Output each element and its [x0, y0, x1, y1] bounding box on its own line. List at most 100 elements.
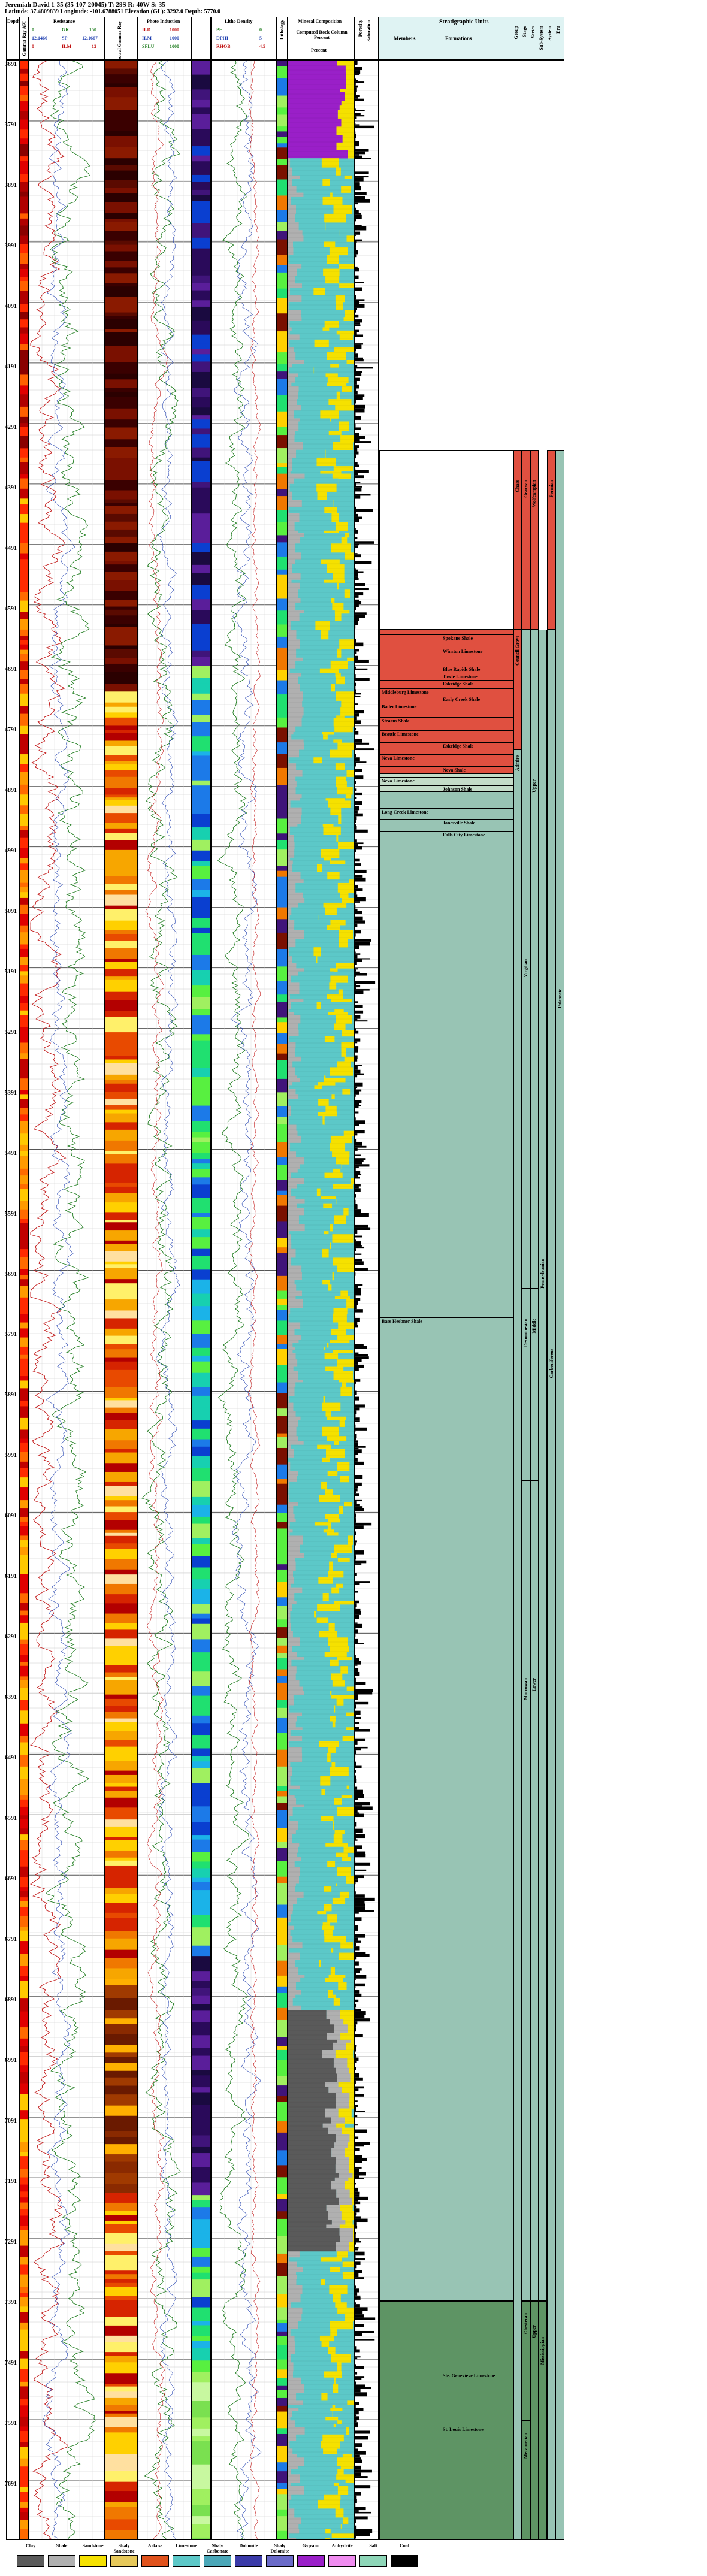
color-band: [192, 1861, 210, 1869]
system-cell: [547, 630, 555, 2539]
color-band: [105, 658, 137, 664]
color-band: [277, 2049, 287, 2061]
color-band: [277, 2150, 287, 2166]
color-band: [20, 2202, 28, 2209]
color-band: [20, 1366, 28, 1377]
formation-boundary: [379, 730, 513, 731]
color-band: [20, 826, 28, 830]
color-band: [20, 1680, 28, 1689]
color-band: [105, 332, 137, 335]
color-band: [20, 1700, 28, 1711]
legend-item: Anhydrite: [328, 2543, 356, 2568]
color-band: [192, 2153, 210, 2168]
color-band: [20, 2487, 28, 2493]
color-band: [20, 1866, 28, 1878]
depth-tick-label: 5191: [5, 968, 17, 975]
color-band: [192, 2341, 210, 2349]
color-band: [192, 419, 210, 429]
color-band: [20, 440, 28, 449]
color-band: [20, 2274, 28, 2287]
color-band: [20, 1795, 28, 1800]
color-band: [20, 2177, 28, 2185]
color-band: [105, 840, 137, 851]
color-band: [277, 2019, 287, 2037]
color-band: [192, 693, 210, 700]
color-band: [105, 2070, 137, 2078]
color-band: [192, 2108, 210, 2122]
color-band: [277, 2489, 287, 2495]
color-band: [192, 1015, 210, 1027]
color-band: [192, 1877, 210, 1882]
color-band: [277, 496, 287, 511]
color-band: [192, 1040, 210, 1045]
porosity-track: [355, 60, 379, 2540]
color-band: [277, 1437, 287, 1449]
color-band: [277, 239, 287, 256]
color-band: [20, 2369, 28, 2383]
color-band: [277, 717, 287, 728]
color-band: [20, 805, 28, 814]
dphi-max: 5: [259, 35, 262, 41]
color-band: [192, 1715, 210, 1724]
depth-tick-label: 4291: [5, 424, 17, 431]
color-band: [20, 1388, 28, 1402]
color-band: [277, 2530, 287, 2539]
color-band: [277, 343, 287, 353]
color-band: [105, 1623, 137, 1630]
color-band: [105, 1532, 137, 1537]
color-band: [105, 312, 137, 316]
color-band: [20, 488, 28, 499]
lithology-header: Lithology: [277, 17, 288, 60]
legend-item: Shaly Dolomite: [266, 2543, 294, 2568]
color-band: [105, 1529, 137, 1534]
color-band: [277, 352, 287, 364]
depth-tick-label: 5491: [5, 1150, 17, 1157]
color-band: [192, 482, 210, 488]
color-band: [192, 201, 210, 209]
color-band: [105, 2052, 137, 2057]
color-band: [105, 2325, 137, 2336]
color-band: [277, 754, 287, 769]
color-band: [192, 61, 210, 75]
well-title: Jeremiah David 1-35 (35-107-20045) T: 29…: [5, 1, 165, 8]
color-band: [20, 1438, 28, 1443]
color-band: [192, 879, 210, 891]
color-band: [105, 2362, 137, 2374]
color-band: [20, 1930, 28, 1942]
color-band: [105, 1413, 137, 1421]
color-band: [105, 513, 137, 522]
color-band: [192, 1279, 210, 1295]
color-band: [277, 1975, 287, 1987]
color-band: [105, 1680, 137, 1683]
color-band: [277, 95, 287, 108]
color-band: [192, 2417, 210, 2429]
color-band: [192, 2406, 210, 2418]
color-band: [20, 619, 28, 630]
color-band: [105, 609, 137, 616]
color-band: [192, 243, 210, 249]
color-band: [277, 870, 287, 878]
color-band: [20, 592, 28, 601]
color-band: [277, 2471, 287, 2483]
res-scale-1-name: GR: [62, 27, 69, 32]
color-band: [192, 2048, 210, 2057]
color-band: [20, 1655, 28, 1663]
series-middle-label: Middle: [531, 1319, 537, 1334]
legend-label: Anhydrite: [331, 2543, 353, 2548]
color-band: [105, 2255, 137, 2259]
color-band: [105, 1603, 137, 1614]
color-band: [105, 490, 137, 500]
color-band: [105, 1807, 137, 1820]
color-band: [105, 1797, 137, 1808]
color-band: [105, 101, 137, 111]
color-band: [20, 1168, 28, 1176]
color-band: [20, 784, 28, 795]
color-band: [105, 1113, 137, 1118]
gr-header-label: Gamma Ray API: [22, 21, 27, 56]
color-band: [20, 1779, 28, 1789]
color-band: [192, 2070, 210, 2076]
color-band: [20, 2110, 28, 2120]
color-band: [277, 2102, 287, 2108]
color-band: [20, 553, 28, 560]
color-band: [192, 890, 210, 897]
